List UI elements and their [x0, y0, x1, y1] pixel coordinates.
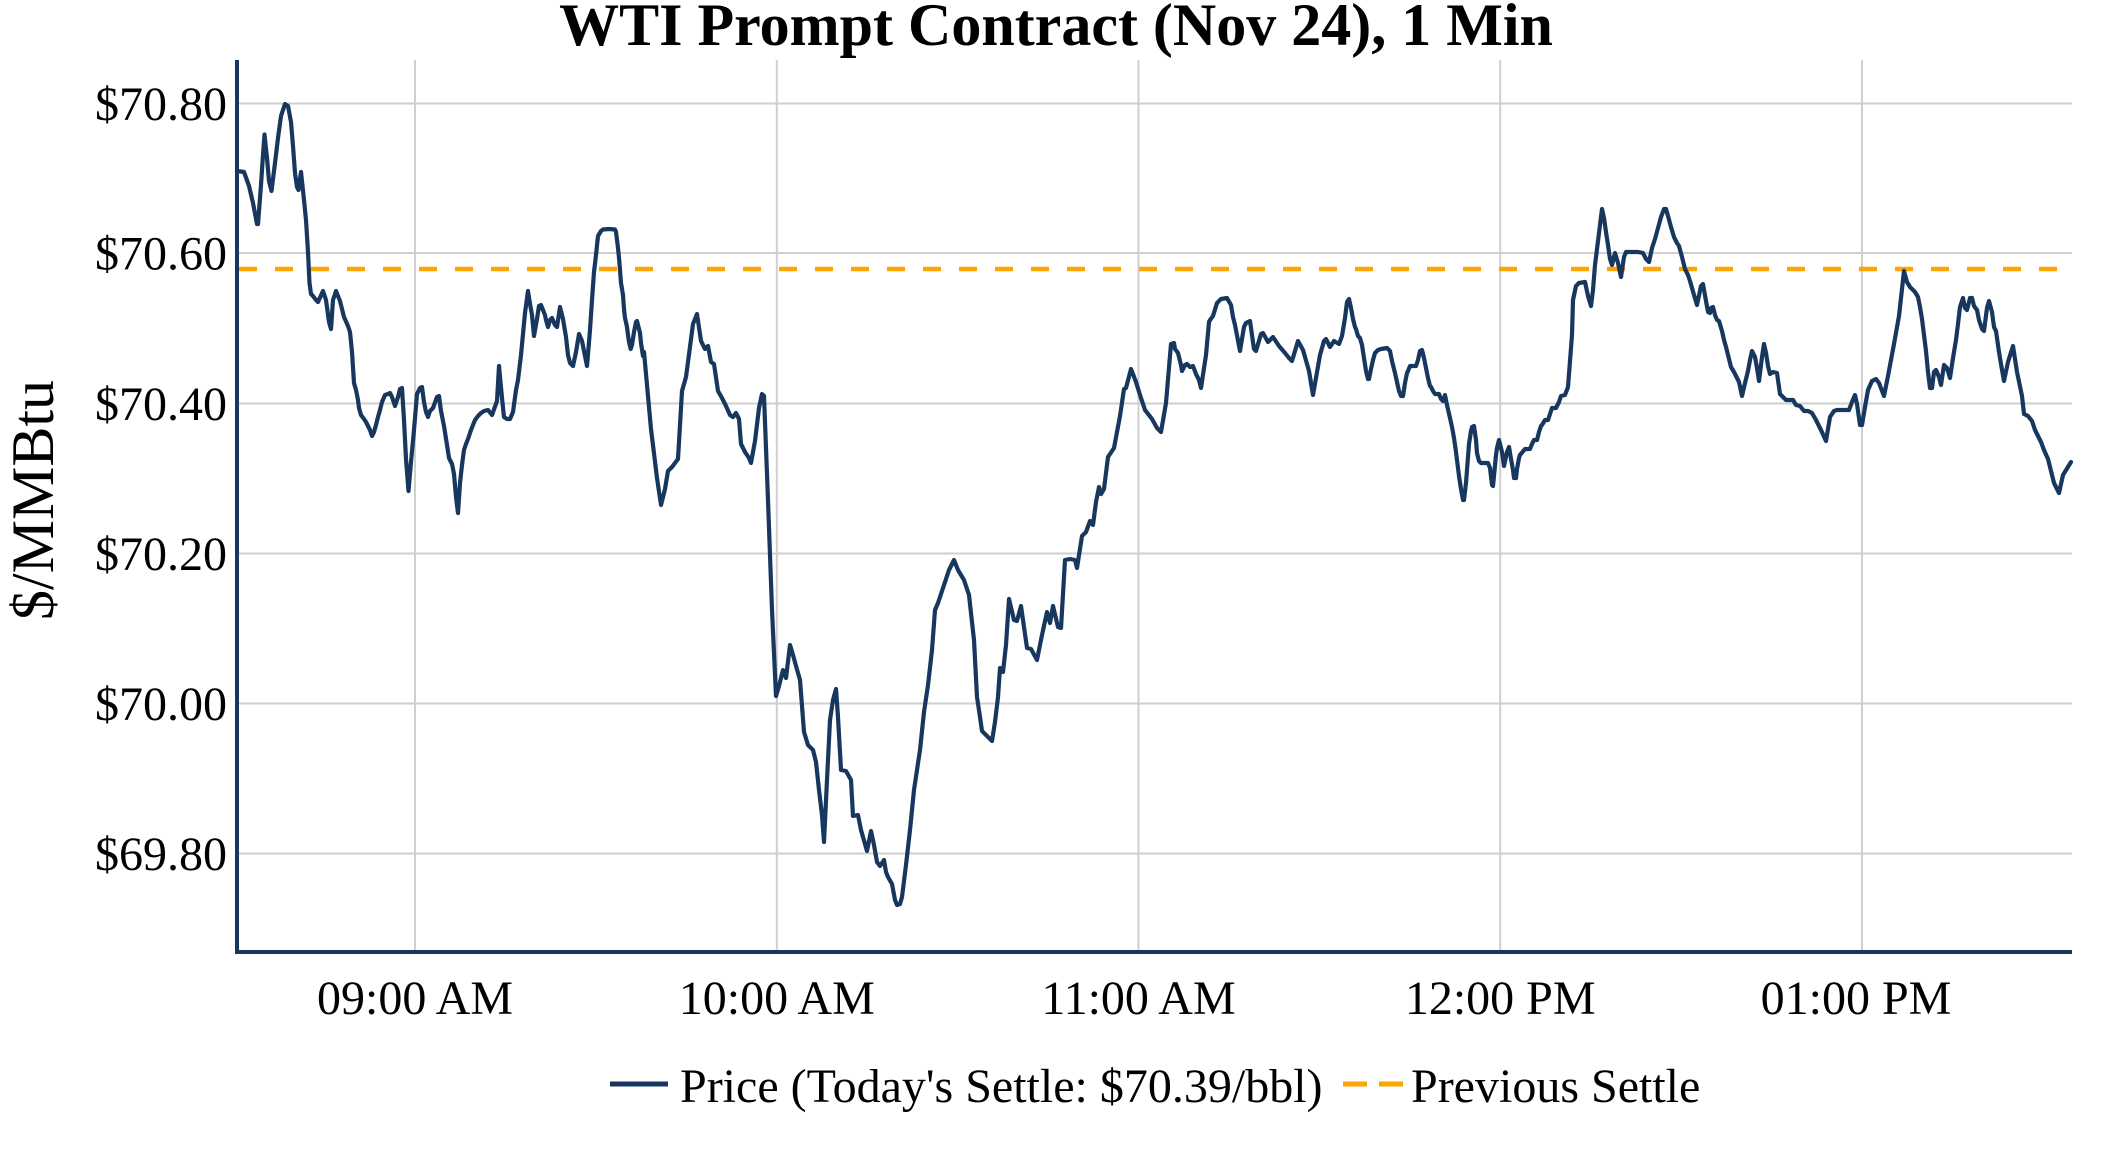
svg-text:$70.20: $70.20: [95, 528, 227, 581]
svg-text:$70.40: $70.40: [95, 378, 227, 431]
svg-text:$69.80: $69.80: [95, 828, 227, 881]
svg-text:WTI Prompt Contract (Nov 24),: WTI Prompt Contract (Nov 24), 1 Min: [559, 0, 1553, 58]
svg-text:Previous Settle: Previous Settle: [1411, 1060, 1700, 1113]
svg-text:Price (Today's Settle: $70.39/: Price (Today's Settle: $70.39/bbl): [680, 1060, 1323, 1113]
svg-text:01:00 PM: 01:00 PM: [1761, 972, 1952, 1025]
svg-text:$70.80: $70.80: [95, 78, 227, 131]
svg-text:10:00 AM: 10:00 AM: [679, 972, 875, 1025]
svg-text:09:00 AM: 09:00 AM: [317, 972, 513, 1025]
svg-text:$70.00: $70.00: [95, 678, 227, 731]
svg-text:12:00 PM: 12:00 PM: [1405, 972, 1596, 1025]
svg-text:$70.60: $70.60: [95, 228, 227, 281]
svg-text:11:00 AM: 11:00 AM: [1041, 972, 1235, 1025]
svg-text:$/MMBtu: $/MMBtu: [0, 380, 66, 620]
